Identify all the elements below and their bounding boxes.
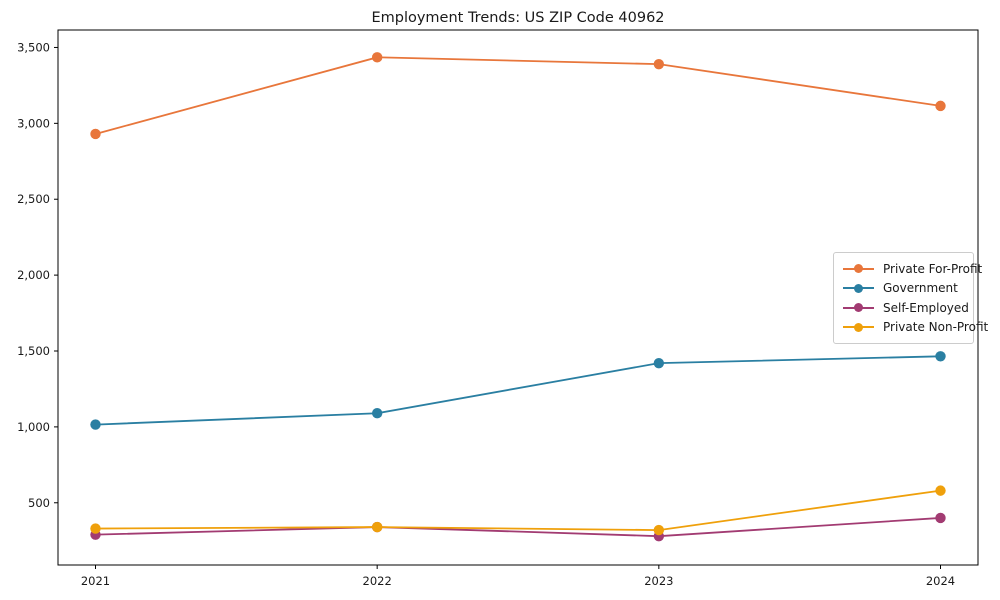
y-tick-label: 1,000 [17, 420, 50, 434]
x-tick-label: 2022 [363, 574, 392, 588]
x-tick-label: 2021 [81, 574, 110, 588]
x-tick-label: 2024 [926, 574, 955, 588]
chart-title: Employment Trends: US ZIP Code 40962 [371, 10, 664, 26]
legend-label: Private Non-Profit [883, 320, 989, 335]
series-marker [90, 128, 101, 140]
legend-item-private-non-profit: Private Non-Profit [843, 318, 988, 338]
legend-item-government: Government [843, 279, 965, 299]
legend-marker-icon [843, 303, 874, 313]
legend-marker-icon [843, 283, 874, 293]
series-marker [371, 408, 383, 419]
y-tick-label: 3,500 [17, 40, 50, 54]
y-tick-label: 1,500 [17, 344, 50, 358]
legend-marker-icon [843, 322, 874, 332]
legend-label: Private For-Profit [883, 261, 983, 276]
series-marker [935, 485, 946, 496]
y-tick-label: 2,500 [17, 192, 50, 206]
series-marker [935, 351, 946, 362]
legend-item-private-for-profit: Private For-Profit [843, 259, 982, 279]
legend-label: Self-Employed [883, 300, 969, 315]
y-tick-label: 2,000 [17, 268, 50, 282]
series-line-self-employed [95, 517, 941, 538]
series-marker [935, 512, 946, 524]
legend-label: Government [883, 281, 958, 296]
series-marker [371, 52, 383, 63]
series-marker [653, 357, 665, 369]
y-tick-label: 3,000 [17, 116, 50, 130]
series-line-government [95, 355, 941, 426]
series-marker [653, 524, 665, 536]
legend-item-self-employed: Self-Employed [843, 298, 969, 318]
series-marker [371, 521, 383, 533]
series-marker [90, 523, 101, 534]
series-marker [90, 419, 101, 430]
series-marker [935, 100, 946, 112]
y-tick-label: 500 [28, 496, 50, 510]
legend: Private For-Profit Government Self-Employe… [833, 252, 988, 344]
series-line-private-for-profit [95, 56, 941, 135]
series-line-private-non-profit [95, 489, 941, 531]
series-marker [653, 58, 665, 70]
x-tick-label: 2023 [644, 574, 673, 588]
legend-marker-icon [843, 264, 874, 274]
axes-border [57, 29, 979, 566]
